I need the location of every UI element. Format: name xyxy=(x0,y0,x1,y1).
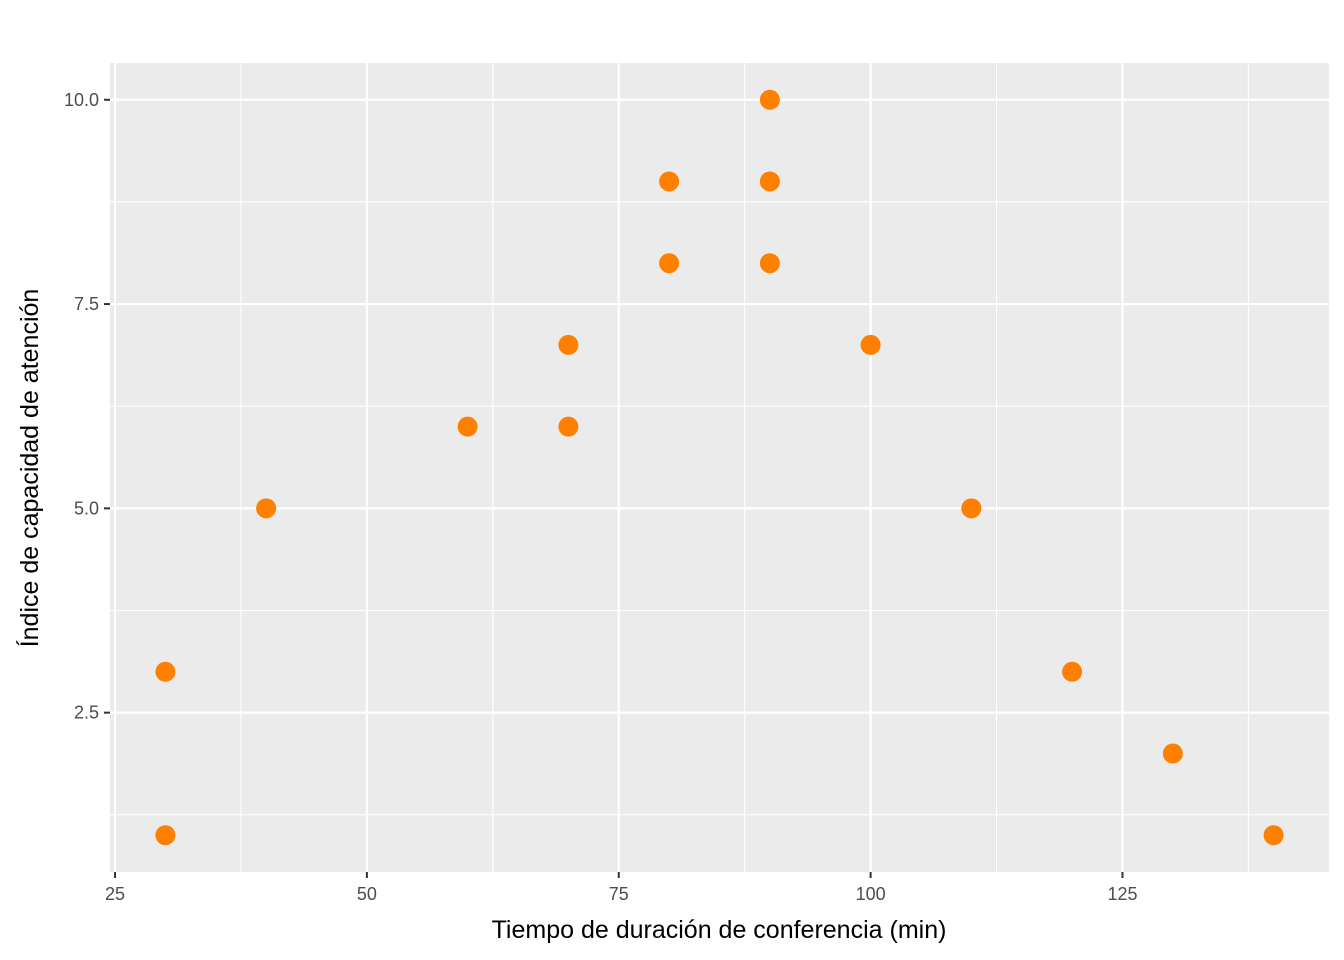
data-point xyxy=(659,253,680,274)
major-gridlines xyxy=(110,63,1329,872)
data-point xyxy=(860,334,881,355)
data-point xyxy=(659,171,680,192)
x-axis: 25 50 75 100 125 xyxy=(105,872,1137,904)
data-points xyxy=(155,89,1284,846)
x-tick-label: 75 xyxy=(609,884,629,904)
data-point xyxy=(457,416,478,437)
data-point xyxy=(759,89,780,110)
data-point xyxy=(759,253,780,274)
x-axis-title: Tiempo de duración de conferencia (min) xyxy=(492,916,947,944)
data-point xyxy=(558,416,579,437)
data-point xyxy=(155,825,176,846)
data-point xyxy=(155,661,176,682)
data-point xyxy=(1263,825,1284,846)
y-tick-label: 5.0 xyxy=(74,498,99,518)
x-tick-label: 100 xyxy=(856,884,886,904)
data-point xyxy=(256,498,277,519)
plot-panel xyxy=(110,63,1329,872)
x-tick-label: 25 xyxy=(105,884,125,904)
y-tick-label: 2.5 xyxy=(74,703,99,723)
data-point xyxy=(1162,743,1183,764)
data-point xyxy=(558,334,579,355)
minor-gridlines xyxy=(110,63,1329,872)
data-point xyxy=(1062,661,1083,682)
y-tick-label: 10.0 xyxy=(64,90,99,110)
y-axis-title: Índice de capacidad de atención xyxy=(15,289,44,648)
x-tick-label: 125 xyxy=(1107,884,1137,904)
y-axis: 2.5 5.0 7.5 10.0 xyxy=(64,90,110,723)
data-point xyxy=(759,171,780,192)
y-tick-label: 7.5 xyxy=(74,294,99,314)
x-tick-label: 50 xyxy=(357,884,377,904)
data-point xyxy=(961,498,982,519)
